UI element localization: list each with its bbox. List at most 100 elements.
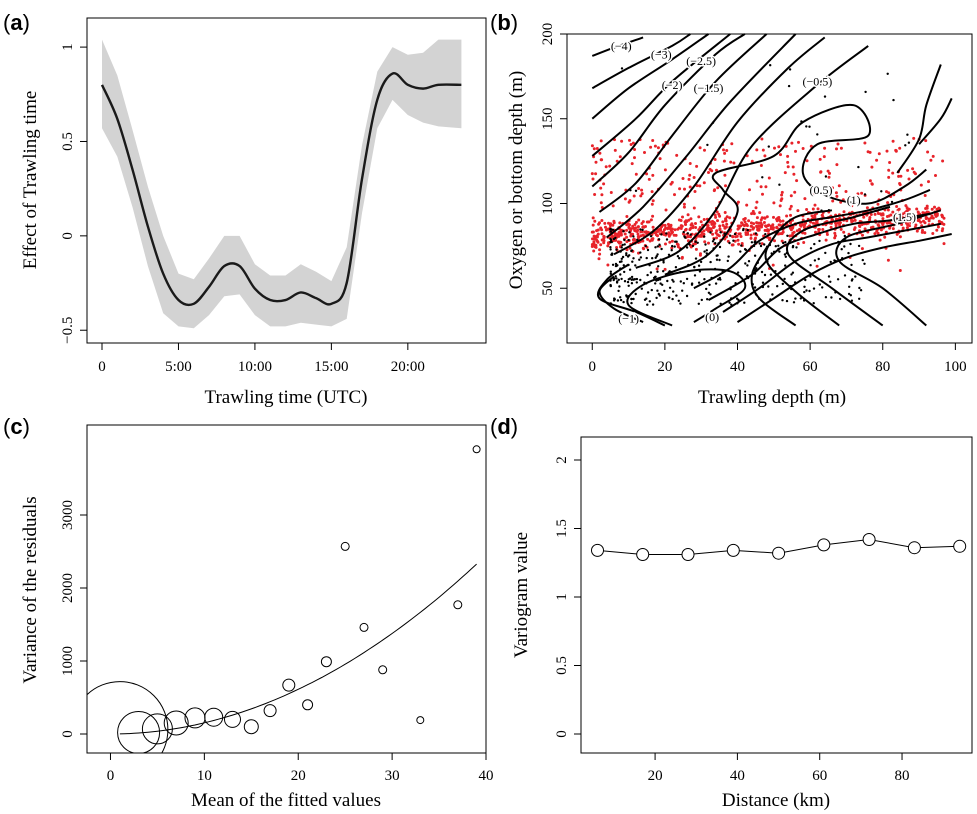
- red-point: [758, 221, 762, 225]
- red-point: [887, 191, 891, 195]
- black-point: [658, 243, 661, 246]
- black-point: [709, 293, 712, 296]
- black-point: [759, 244, 763, 248]
- black-point: [617, 278, 620, 281]
- black-point: [623, 238, 626, 242]
- red-point: [591, 237, 594, 241]
- contour-label: (−3): [651, 47, 672, 61]
- red-point: [815, 221, 819, 225]
- black-point: [863, 193, 867, 196]
- red-point: [677, 226, 681, 230]
- red-point: [870, 182, 874, 186]
- black-point: [761, 281, 765, 284]
- red-point: [604, 225, 607, 229]
- red-point: [781, 230, 785, 234]
- black-point: [813, 242, 816, 246]
- black-point: [609, 284, 612, 288]
- black-point: [774, 245, 777, 248]
- black-point: [690, 283, 694, 286]
- red-point: [892, 214, 896, 218]
- red-point: [723, 173, 727, 177]
- red-point: [760, 242, 764, 246]
- red-point: [931, 154, 935, 158]
- red-point: [935, 228, 939, 232]
- red-point: [789, 213, 792, 217]
- red-point: [941, 159, 945, 163]
- data-point: [302, 699, 314, 711]
- red-point: [773, 146, 776, 150]
- black-point: [632, 257, 635, 260]
- black-point: [787, 84, 791, 88]
- red-point: [798, 223, 802, 227]
- red-point: [651, 225, 655, 229]
- black-point: [625, 253, 628, 257]
- red-point: [590, 243, 594, 246]
- red-point: [789, 204, 793, 208]
- red-point: [781, 219, 785, 223]
- black-point: [804, 278, 807, 282]
- black-point: [805, 125, 808, 128]
- red-point: [771, 263, 775, 267]
- red-point: [912, 136, 916, 140]
- red-point: [786, 160, 790, 164]
- red-point: [780, 193, 784, 197]
- black-point: [785, 299, 789, 303]
- red-point: [591, 177, 595, 181]
- black-point: [656, 245, 659, 248]
- red-point: [758, 211, 762, 215]
- red-point: [899, 174, 903, 178]
- red-point: [712, 226, 715, 229]
- black-point: [655, 255, 658, 258]
- red-point: [775, 225, 779, 229]
- red-point: [826, 169, 830, 173]
- black-point: [743, 301, 746, 304]
- black-point: [781, 282, 784, 286]
- black-point: [732, 239, 735, 242]
- x-tick-label: 40: [730, 768, 745, 784]
- red-point: [852, 228, 856, 231]
- red-point: [796, 209, 800, 213]
- black-point: [784, 255, 787, 258]
- contour-label: (−2): [662, 78, 683, 92]
- x-tick-label: 60: [803, 359, 818, 375]
- panel-d-ylabel: Variogram value: [511, 532, 532, 658]
- red-point: [646, 237, 650, 241]
- red-point: [658, 157, 662, 161]
- black-point: [632, 235, 635, 238]
- black-point: [632, 278, 635, 281]
- black-point: [703, 250, 706, 253]
- black-point: [771, 293, 774, 296]
- black-point: [626, 255, 630, 258]
- y-tick-label: 1000: [60, 646, 76, 676]
- red-point: [755, 179, 759, 183]
- black-point: [651, 303, 655, 306]
- red-point: [865, 206, 869, 210]
- red-point: [802, 223, 806, 227]
- red-point: [713, 213, 717, 217]
- black-point: [754, 232, 758, 235]
- red-point: [911, 167, 915, 171]
- black-point: [625, 252, 628, 255]
- red-point: [861, 233, 864, 237]
- red-point: [863, 141, 867, 145]
- black-point: [661, 283, 664, 286]
- red-point: [612, 219, 616, 223]
- red-point: [898, 269, 902, 272]
- contour-line: [918, 97, 953, 145]
- red-point: [672, 233, 676, 237]
- red-point: [823, 146, 827, 150]
- red-point: [862, 215, 866, 219]
- black-point: [714, 242, 717, 245]
- red-point: [666, 222, 670, 226]
- black-point: [609, 230, 612, 233]
- y-tick-label: 0.5: [60, 132, 76, 151]
- black-point: [784, 241, 787, 244]
- red-point: [673, 193, 676, 197]
- red-point: [736, 238, 740, 242]
- red-point: [812, 192, 816, 196]
- red-point: [695, 164, 699, 168]
- data-point: [87, 681, 169, 753]
- black-point: [763, 273, 767, 277]
- red-point: [725, 222, 729, 226]
- red-point: [656, 234, 659, 238]
